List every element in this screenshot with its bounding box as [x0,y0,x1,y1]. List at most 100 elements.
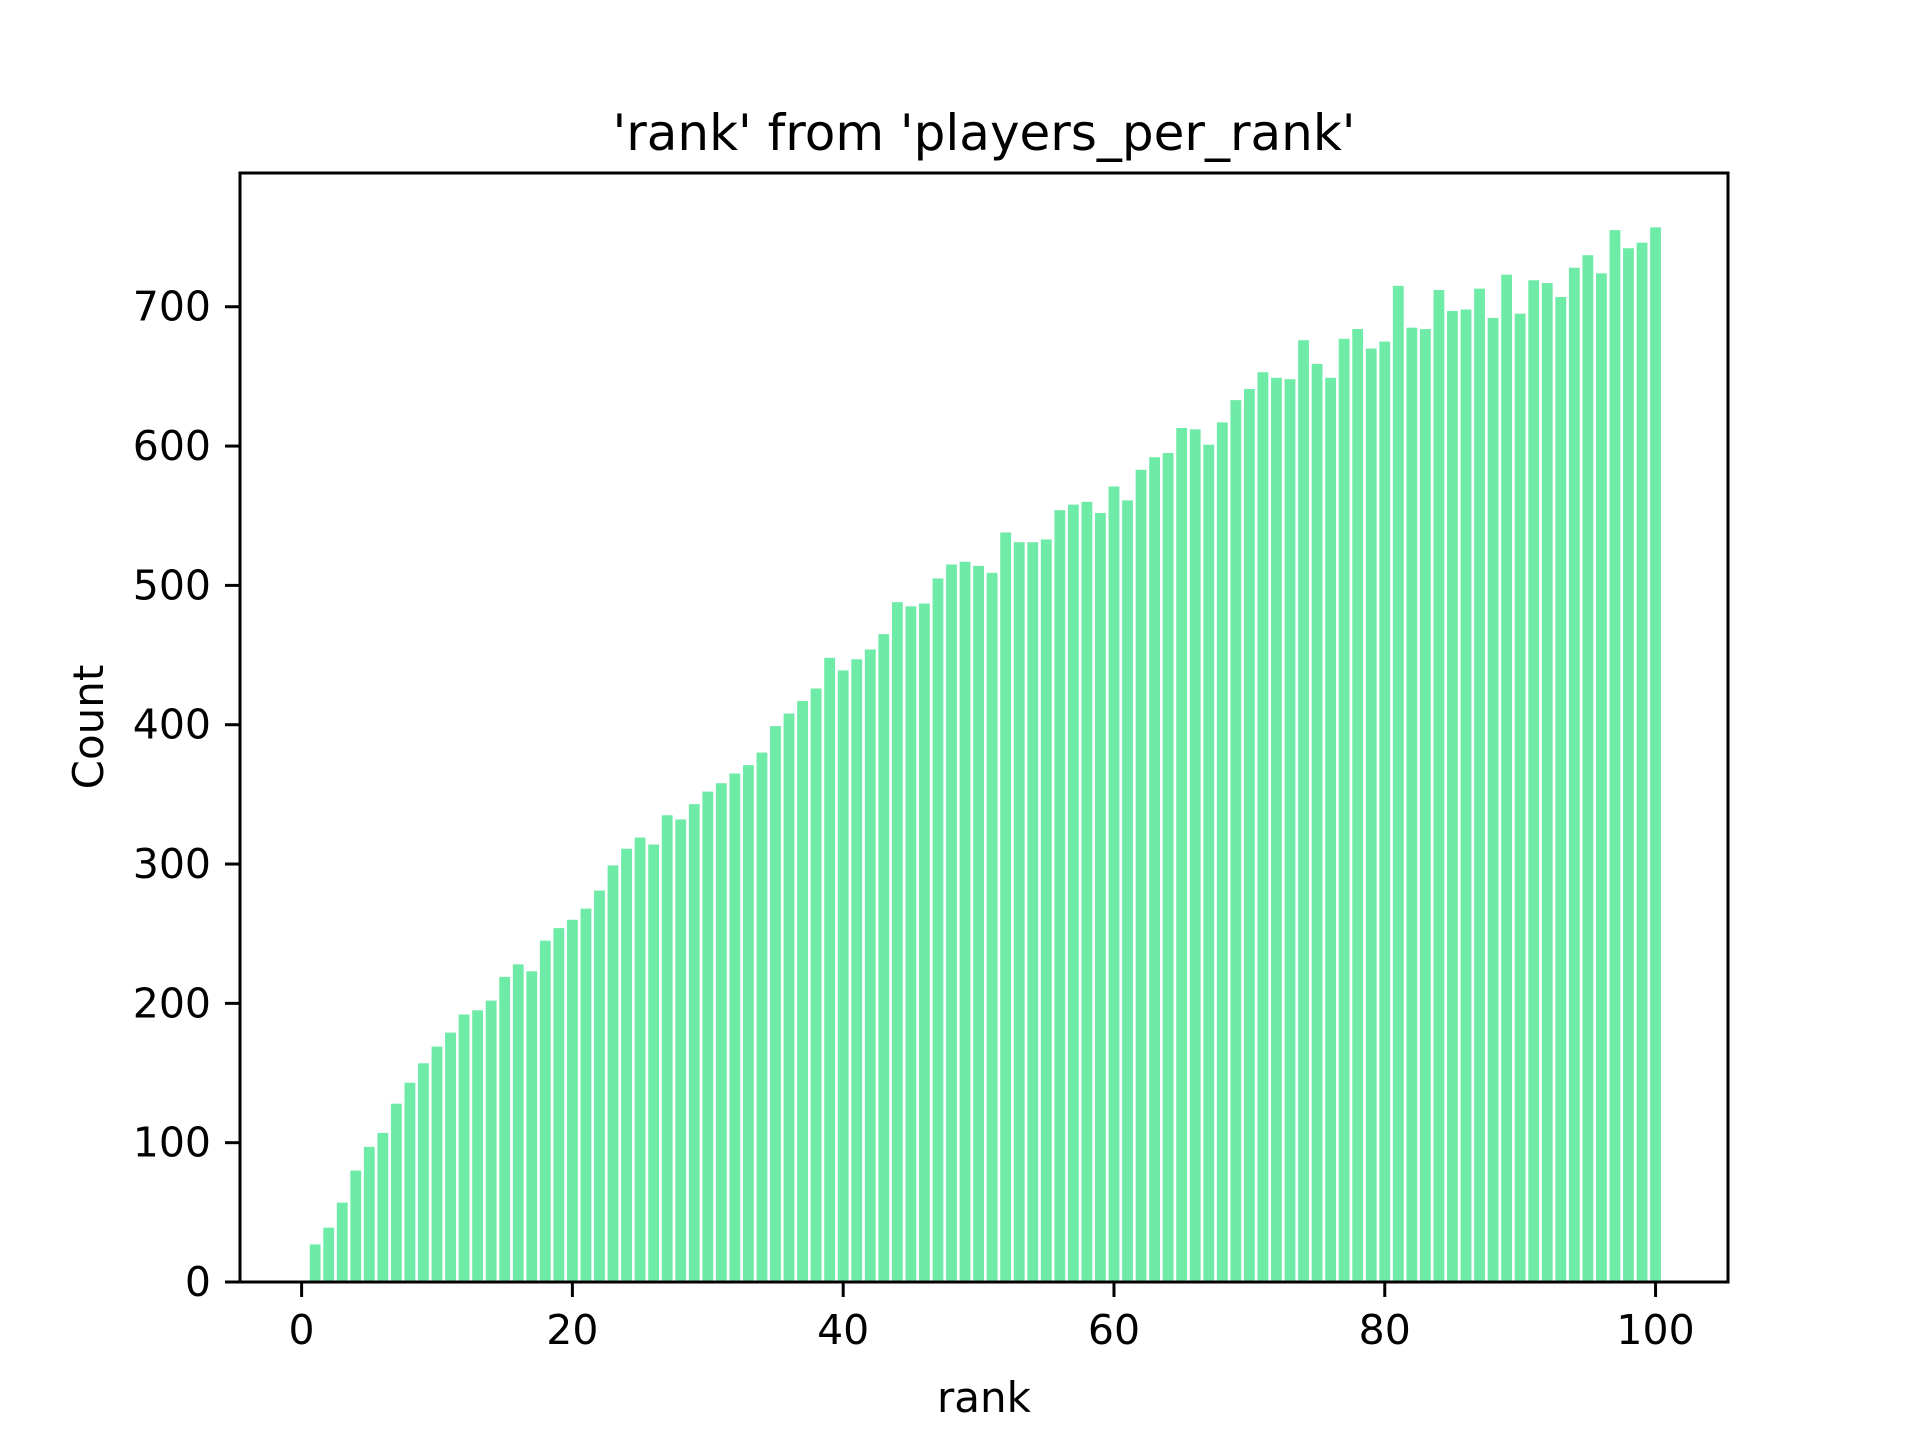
bar-rank-17 [526,971,538,1282]
bar-rank-12 [458,1014,470,1282]
axes-spines [238,171,1730,1284]
y-tick-label: 500 [133,561,211,609]
bar-rank-98 [1623,248,1634,1283]
bar-rank-92 [1541,283,1553,1282]
bar-rank-22 [594,890,605,1282]
bar-rank-89 [1501,274,1513,1282]
bar-rank-70 [1243,388,1255,1282]
bar-rank-67 [1203,444,1215,1282]
bar-rank-78 [1352,329,1364,1282]
x-axis-label: rank [937,1373,1032,1422]
bar-rank-45 [905,606,917,1282]
bar-rank-29 [688,804,700,1282]
bar-rank-37 [797,701,808,1282]
bar-rank-25 [634,837,646,1282]
bar-rank-60 [1108,486,1120,1283]
bar-rank-51 [986,572,998,1282]
bar-rank-75 [1311,363,1323,1282]
bar-rank-49 [959,561,971,1282]
bar-rank-11 [445,1032,456,1282]
bar-rank-76 [1325,377,1337,1282]
y-tick-label: 100 [133,1119,211,1167]
bar-rank-34 [756,752,768,1282]
bar-rank-64 [1162,453,1174,1282]
bar-rank-9 [418,1063,429,1282]
bar-rank-58 [1081,501,1093,1282]
bar-rank-87 [1474,288,1485,1282]
bar-rank-72 [1271,377,1282,1282]
bar-rank-30 [702,791,714,1282]
y-tick-label: 600 [133,422,211,470]
bar-rank-62 [1135,469,1147,1282]
x-tick-label: 80 [1359,1306,1411,1354]
bar-rank-100 [1650,227,1661,1283]
bar-rank-95 [1582,255,1594,1283]
bar-rank-26 [648,844,660,1282]
x-tick-label: 40 [817,1306,869,1354]
bar-rank-8 [404,1082,416,1282]
bar-rank-35 [770,726,781,1282]
bar-rank-65 [1176,427,1188,1283]
bar-rank-93 [1555,297,1567,1282]
bar-rank-94 [1568,267,1580,1282]
bar-rank-10 [431,1046,443,1282]
bar-rank-21 [580,908,592,1282]
bar-rank-86 [1460,309,1472,1282]
bar-rank-63 [1149,457,1161,1283]
bars-group [309,227,1661,1283]
bar-rank-38 [810,688,822,1282]
bar-rank-48 [946,564,957,1282]
bar-rank-33 [743,765,754,1282]
bar-rank-31 [715,783,727,1282]
bar-rank-46 [919,603,930,1282]
bar-rank-41 [851,659,863,1282]
x-tick-label: 100 [1616,1306,1694,1354]
axes-group: 0 20 40 60 80 100 0 100 200 300 400 500 600 700 [133,171,1730,1354]
bar-rank-56 [1054,510,1066,1282]
bar-rank-57 [1067,504,1079,1283]
bar-rank-53 [1013,542,1025,1282]
bar-rank-43 [878,634,890,1282]
bar-rank-77 [1338,338,1350,1282]
bar-rank-5 [363,1146,375,1282]
bar-rank-91 [1528,280,1540,1282]
bar-rank-61 [1122,500,1133,1282]
bar-rank-90 [1514,313,1526,1283]
bar-rank-74 [1298,340,1309,1282]
bar-rank-99 [1636,242,1648,1282]
y-tick-label: 400 [133,701,211,749]
bar-rank-19 [553,928,565,1282]
bar-rank-6 [377,1132,389,1282]
bar-rank-50 [973,565,984,1282]
bar-rank-16 [512,964,524,1282]
bar-rank-13 [472,1010,484,1282]
bar-rank-79 [1365,348,1377,1282]
bar-rank-24 [621,848,632,1282]
bar-rank-69 [1230,400,1242,1283]
bar-rank-52 [1000,532,1012,1282]
bar-rank-1 [309,1244,321,1282]
bar-rank-55 [1040,539,1052,1282]
bar-rank-80 [1379,341,1391,1283]
bar-rank-68 [1216,422,1228,1282]
bar-rank-27 [661,815,673,1282]
bar-rank-66 [1189,429,1201,1283]
bar-rank-47 [932,578,944,1282]
bar-rank-81 [1392,285,1404,1283]
x-tick-label: 0 [289,1306,315,1354]
bar-rank-88 [1487,317,1499,1282]
bar-rank-36 [783,713,795,1282]
y-tick-label: 300 [133,840,211,888]
chart-title: 'rank' from 'players_per_rank' [612,104,1355,162]
bar-rank-20 [566,919,578,1282]
y-tick-label: 200 [133,979,211,1027]
bar-rank-4 [350,1170,362,1282]
bar-rank-97 [1609,230,1621,1282]
bar-rank-2 [323,1227,335,1282]
bar-rank-44 [891,602,903,1282]
bar-rank-23 [607,865,619,1282]
bar-rank-84 [1433,290,1445,1282]
x-tick-label: 60 [1088,1306,1140,1354]
